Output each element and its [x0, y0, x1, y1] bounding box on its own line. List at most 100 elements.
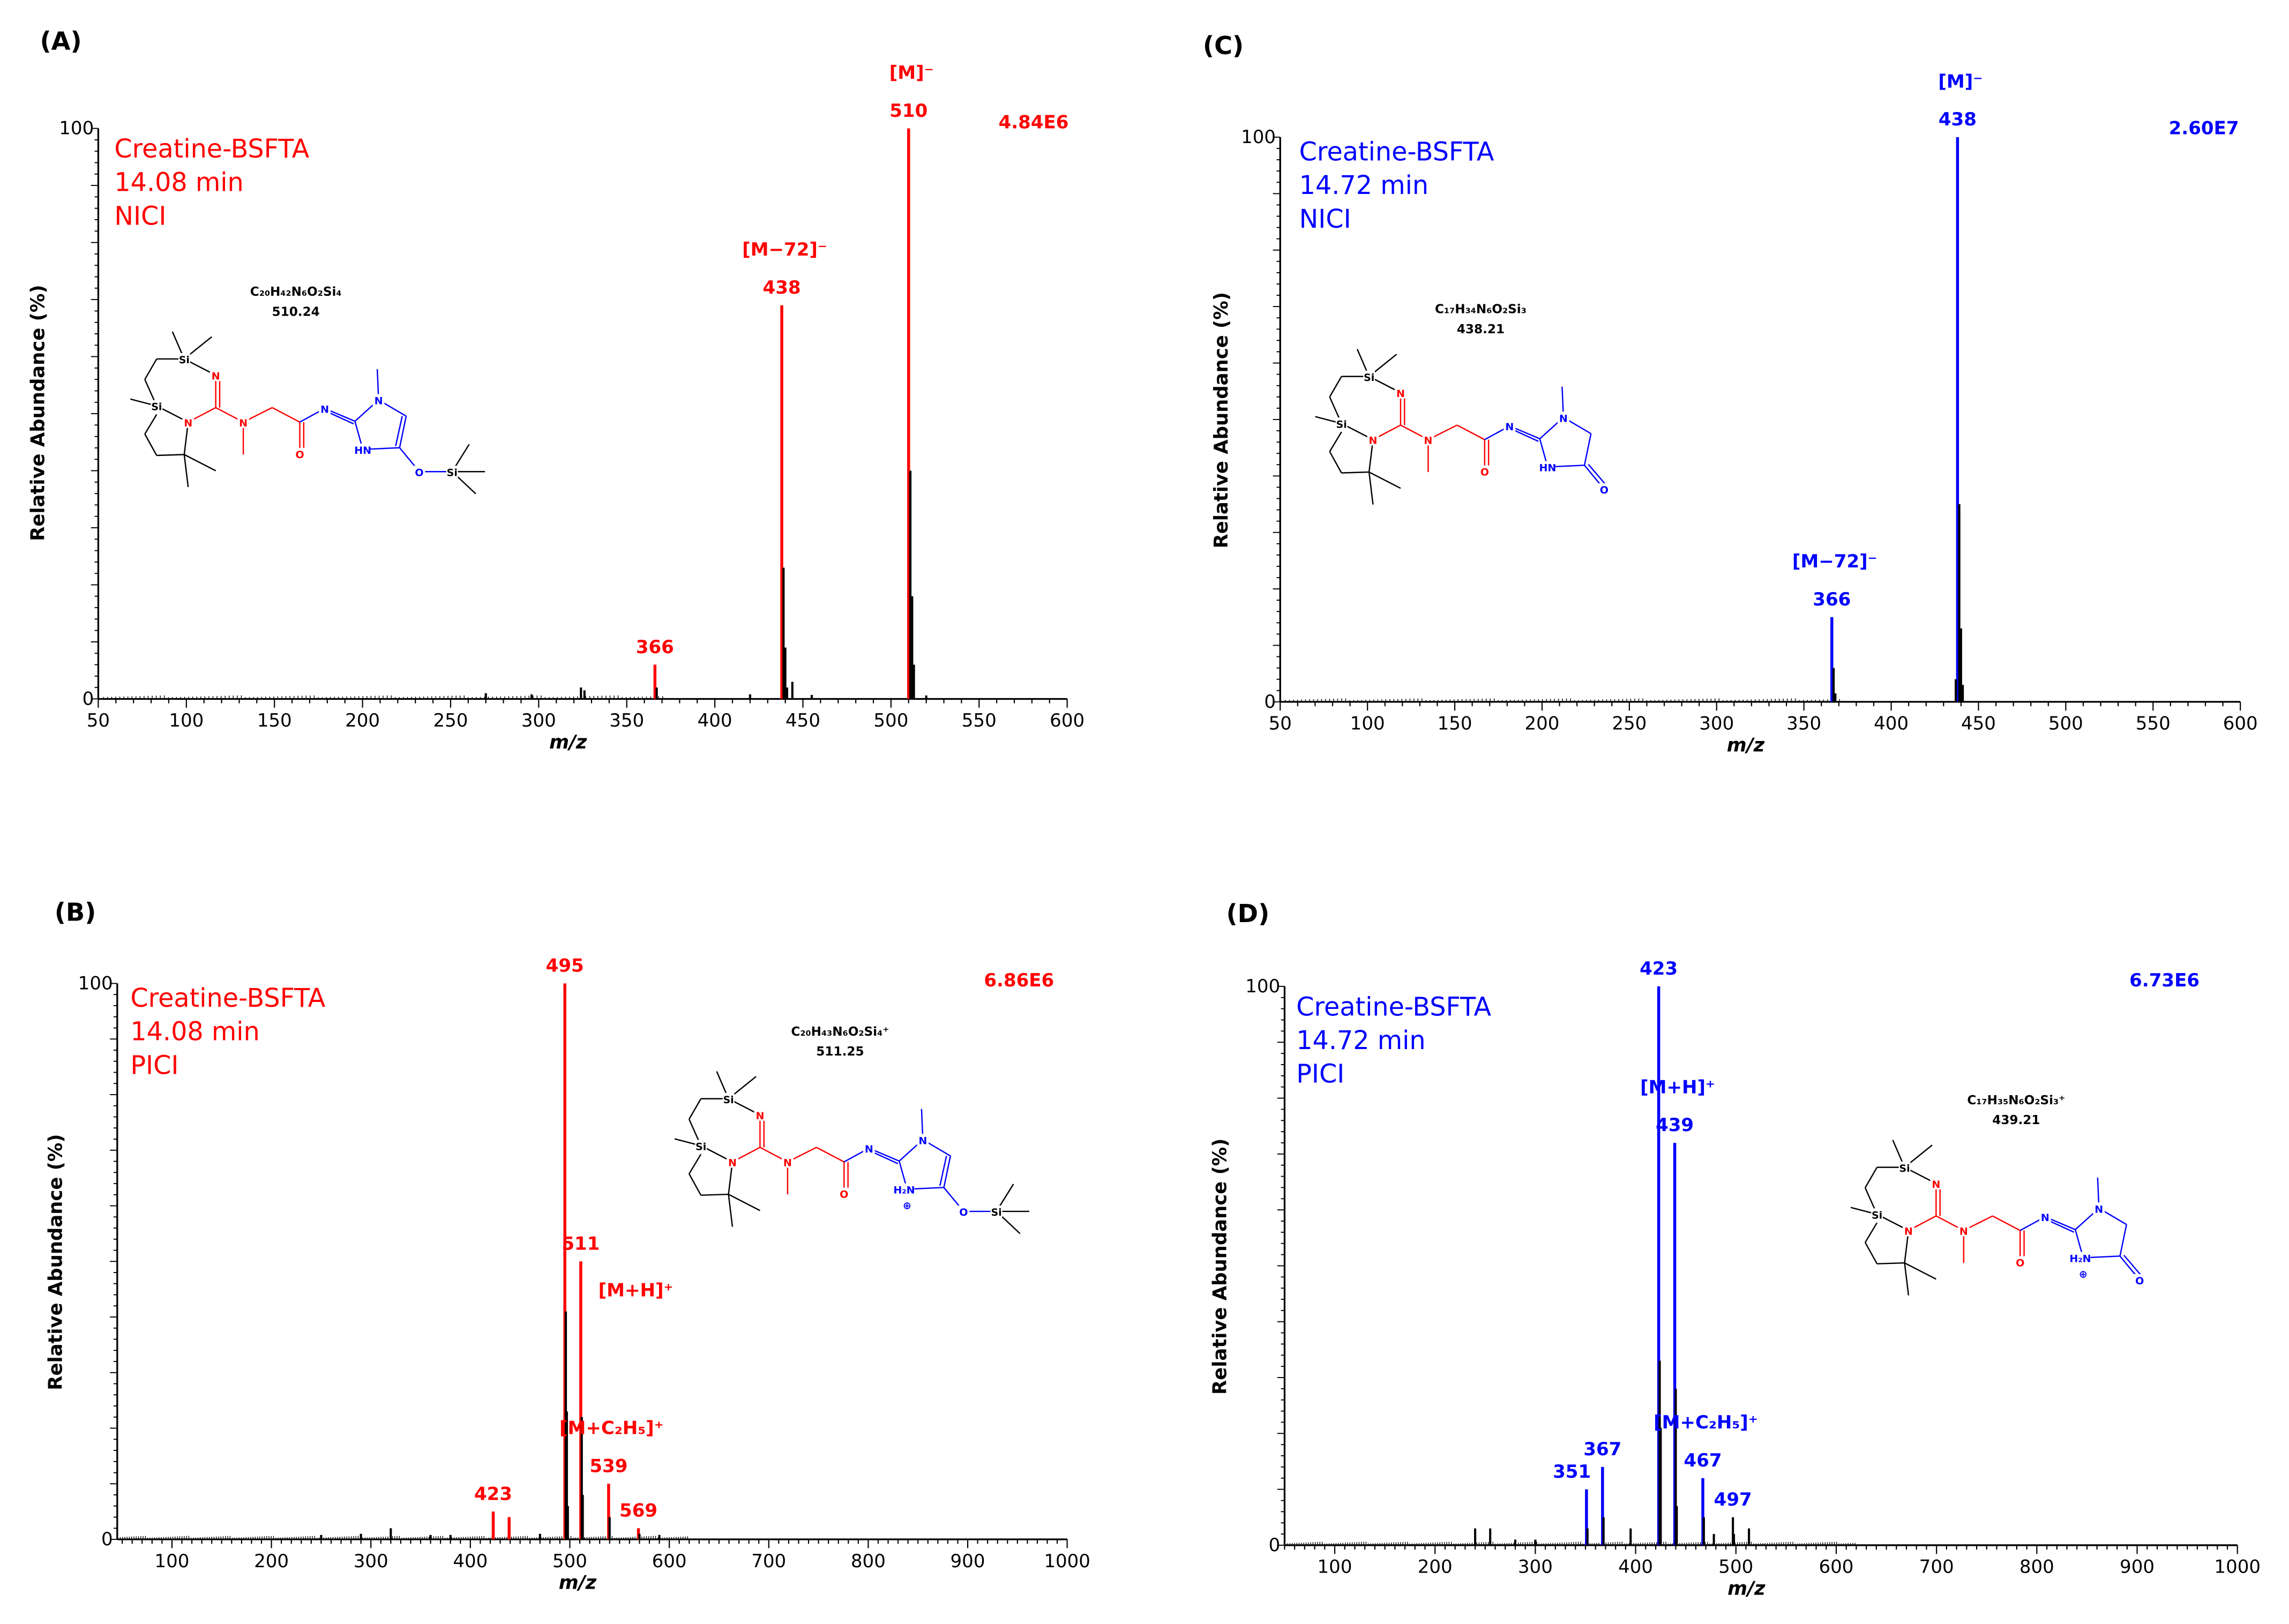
x-tick-label: 1000 — [1044, 1551, 1090, 1572]
y-axis-title: Relative Abundance (%) — [1209, 1139, 1231, 1395]
atom-label: Si — [695, 1141, 706, 1152]
x-tick-label: 250 — [1612, 713, 1647, 735]
atom-mask — [1898, 1161, 1911, 1173]
bond-line — [1877, 1262, 1905, 1264]
atom-label: N — [320, 404, 329, 416]
atom-label: N — [865, 1143, 873, 1155]
y-tick-label: 0 — [101, 1529, 113, 1550]
panel-letter: (C) — [1203, 31, 1244, 60]
positive-charge-icon: ⊕ — [903, 1200, 911, 1211]
x-tick-label: 500 — [552, 1551, 587, 1572]
atom-label: N — [2094, 1203, 2103, 1215]
sample-label-line: 14.72 min — [1296, 1026, 1425, 1056]
peak-label: [M+H]⁺ — [1640, 1076, 1715, 1098]
x-tick-label: 500 — [2048, 713, 2083, 735]
atom-mask — [1478, 465, 1491, 477]
atom-label: HN — [1539, 462, 1556, 474]
atom-label: Si — [179, 354, 190, 366]
atom-label: Si — [1899, 1163, 1910, 1174]
atom-mask — [319, 402, 331, 415]
atom-label: N — [728, 1157, 737, 1169]
atom-mask — [1557, 411, 1569, 423]
atom-mask — [1367, 433, 1379, 446]
bond-line — [183, 454, 189, 488]
peak-label: 439 — [1656, 1114, 1694, 1136]
sample-label-line: Creatine-BSFTA — [1296, 992, 1491, 1022]
atom-mask — [1598, 483, 1610, 495]
bond-line — [728, 1194, 734, 1227]
atom-mask — [237, 416, 250, 428]
atom-label: N — [783, 1157, 792, 1169]
x-tick-label: 600 — [1819, 1556, 1853, 1578]
bond-line — [1864, 1222, 1878, 1243]
atom-mask — [357, 443, 369, 455]
atom-mask — [990, 1206, 1003, 1217]
y-tick-label: 0 — [83, 688, 94, 709]
atom-mask — [1363, 370, 1375, 383]
panel-letter: (A) — [40, 27, 81, 56]
molecular-formula: C₁₇H₃₄N₆O₂Si₃ — [1435, 303, 1527, 317]
atom-mask — [1930, 1178, 1942, 1189]
peak-label: 569 — [619, 1500, 657, 1522]
positive-charge-icon: ⊕ — [2079, 1268, 2088, 1280]
y-axis-title: Relative Abundance (%) — [27, 285, 49, 541]
y-axis-title: Relative Abundance (%) — [1210, 292, 1232, 548]
x-tick-label: 450 — [786, 710, 820, 731]
peak-label: [M]⁻ — [889, 62, 934, 84]
atom-mask — [722, 1092, 735, 1105]
max-intensity-label: 6.86E6 — [984, 970, 1054, 991]
bond-line — [939, 1156, 947, 1186]
x-axis-title: m/z — [549, 731, 587, 753]
atom-label: O — [1480, 467, 1489, 478]
exact-mass: 439.21 — [1992, 1113, 2040, 1127]
peak-label: 497 — [1714, 1489, 1752, 1510]
molecular-formula: C₂₀H₄₃N₆O₂Si₄⁺ — [791, 1025, 889, 1039]
atom-label: O — [959, 1207, 968, 1218]
peak-label: 366 — [1813, 589, 1851, 610]
x-tick-label: 350 — [1786, 713, 1821, 735]
bond-line — [816, 1147, 844, 1163]
sample-label-line: NICI — [1299, 205, 1351, 234]
max-intensity-label: 6.73E6 — [2129, 970, 2200, 991]
atom-label: Si — [1364, 372, 1374, 384]
atom-mask — [1422, 433, 1434, 446]
peak-label: 423 — [474, 1483, 512, 1505]
bond-line — [156, 454, 184, 456]
panel-B: (B) 100 200 300 400 500 600 700 800 900 1000 0 100 m/… — [44, 897, 1090, 1593]
bond-line — [1368, 471, 1401, 489]
atom-mask — [178, 353, 190, 365]
peak-label: 511 — [562, 1233, 600, 1254]
atom-label: N — [212, 370, 220, 382]
atom-mask — [2070, 1252, 2091, 1264]
sample-label-line: NICI — [114, 201, 166, 231]
atom-mask — [1395, 387, 1407, 399]
sample-label-line: PICI — [1296, 1060, 1344, 1089]
atom-label: N — [1368, 435, 1377, 447]
panel-D: (D) 100 200 300 400 500 600 700 800 900 1000 0 100 m/… — [1209, 899, 2261, 1599]
bond-line — [1512, 429, 1539, 442]
atom-label: Si — [991, 1207, 1001, 1218]
atom-label: O — [415, 467, 423, 478]
sample-label-line: Creatine-BSFTA — [114, 134, 309, 164]
exact-mass: 510.24 — [272, 305, 320, 319]
atom-mask — [2134, 1274, 2146, 1286]
atom-mask — [413, 466, 425, 478]
atom-label: N — [1424, 435, 1432, 447]
x-axis-title: m/z — [1727, 734, 1765, 756]
atom-label: O — [2016, 1258, 2024, 1269]
bond-line — [1583, 433, 1592, 466]
bond-line — [1329, 451, 1342, 474]
x-tick-label: 150 — [257, 710, 292, 731]
sample-label-line: Creatine-BSFTA — [130, 984, 325, 1013]
bond-line — [399, 416, 407, 448]
max-intensity-label: 4.84E6 — [999, 112, 1069, 133]
peak-label: 367 — [1583, 1439, 1621, 1460]
atom-mask — [294, 447, 306, 460]
atom-label: N — [1559, 413, 1568, 424]
x-tick-label: 1000 — [2214, 1556, 2261, 1578]
panel-letter: (D) — [1226, 899, 1270, 928]
x-tick-label: 100 — [154, 1551, 189, 1572]
bond-line — [144, 414, 158, 435]
peak-label: 366 — [636, 637, 674, 658]
atom-mask — [1542, 461, 1554, 473]
